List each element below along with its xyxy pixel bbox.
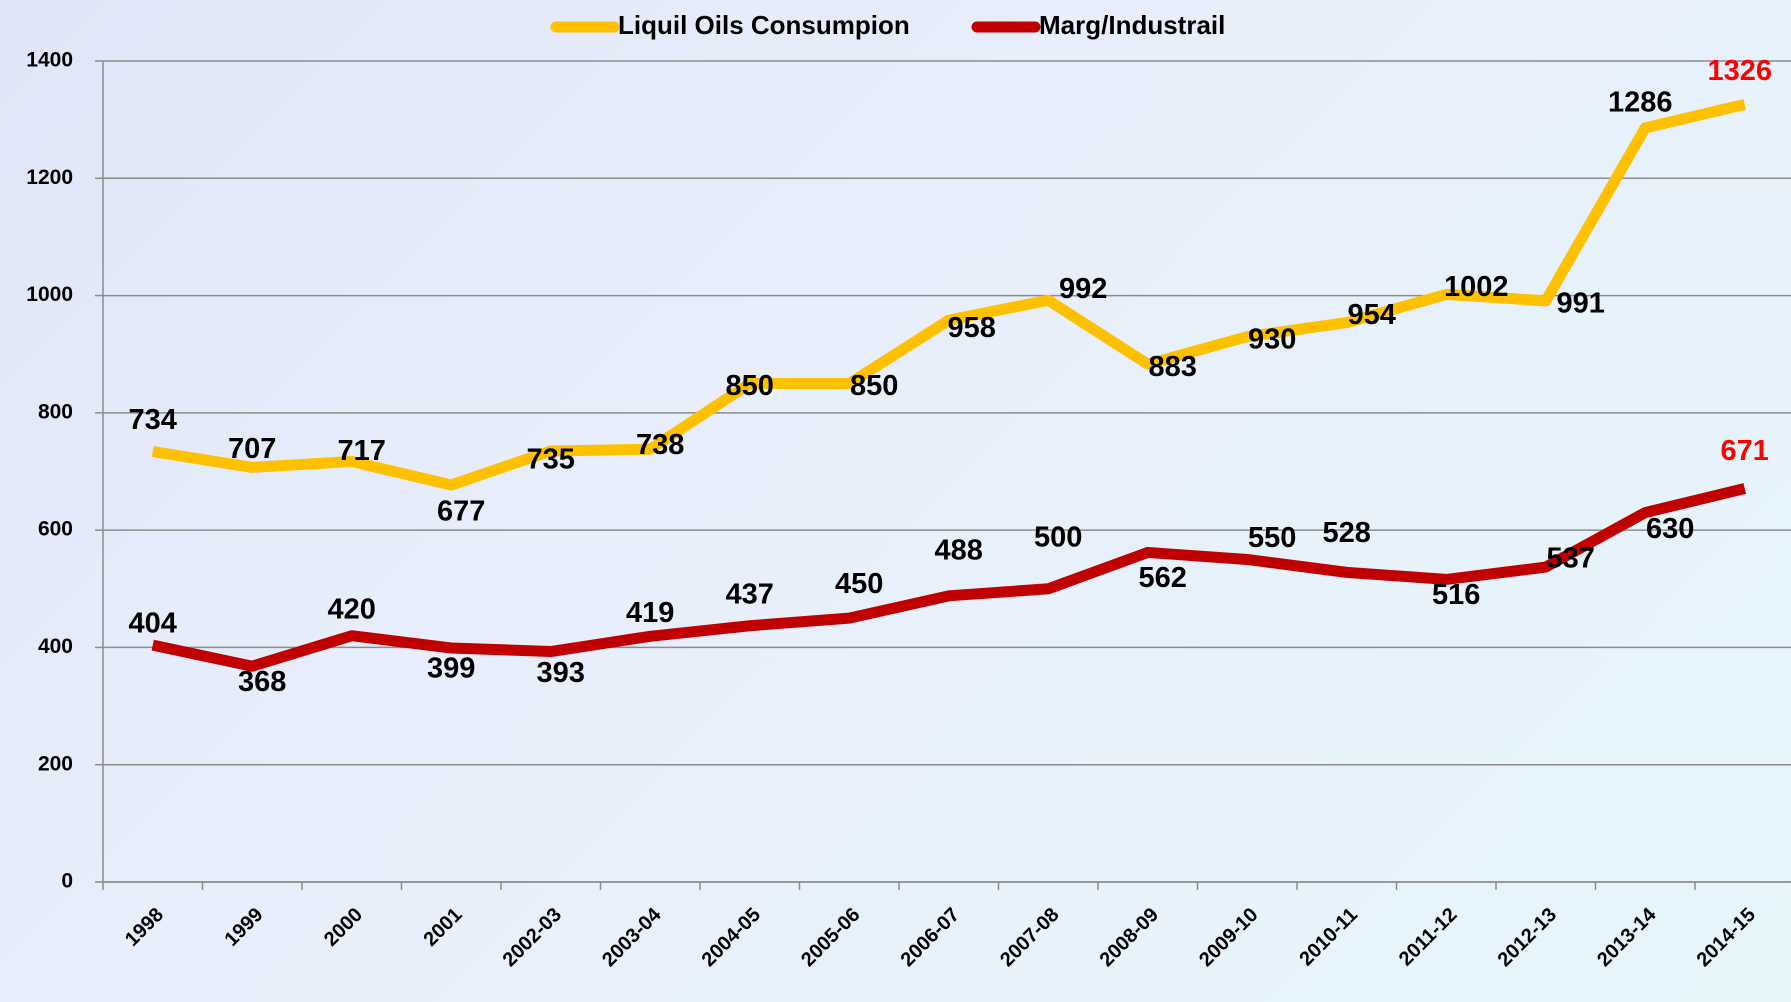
x-tick-label: 2006-07	[897, 904, 964, 971]
data-label: 671	[1721, 435, 1769, 467]
legend-label: Marg/Industrail	[1039, 10, 1225, 40]
x-tick-label: 2000	[320, 904, 367, 951]
data-label: 883	[1149, 351, 1197, 383]
data-label: 707	[228, 433, 276, 465]
x-tick-label: 2009-10	[1195, 904, 1262, 971]
x-tick-label: 2007-08	[996, 904, 1063, 971]
x-tick-label: 2014-15	[1693, 904, 1760, 971]
data-label: 677	[437, 496, 485, 528]
x-tick-label: 2012-13	[1494, 904, 1561, 971]
y-tick-label: 200	[38, 752, 73, 775]
data-label: 562	[1139, 562, 1187, 594]
x-tick-label: 2011-12	[1395, 904, 1462, 971]
data-label: 1286	[1608, 87, 1673, 119]
y-tick-label: 1200	[26, 166, 73, 189]
data-label: 958	[948, 312, 996, 344]
y-tick-label: 0	[61, 870, 73, 893]
x-tick-label: 2001	[419, 904, 466, 951]
data-label: 404	[129, 608, 177, 640]
x-tick-label: 2002-03	[499, 904, 566, 971]
x-tick-label: 2013-14	[1593, 903, 1661, 971]
data-label: 488	[935, 534, 983, 566]
y-tick-label: 400	[38, 635, 73, 658]
data-label: 717	[338, 435, 386, 467]
y-tick-label: 600	[38, 518, 73, 541]
x-tick-label: 2010-11	[1295, 904, 1362, 971]
line-series	[151, 483, 1747, 672]
data-label: 630	[1646, 513, 1694, 545]
data-label: 500	[1034, 521, 1082, 553]
y-tick-label: 800	[38, 400, 73, 423]
y-tick-label: 1000	[26, 283, 73, 306]
data-label: 734	[129, 404, 177, 436]
data-label: 399	[427, 653, 475, 685]
data-label: 419	[626, 597, 674, 629]
data-label: 537	[1547, 543, 1595, 575]
data-label: 992	[1059, 273, 1107, 305]
x-tick-label: 2004-05	[698, 904, 765, 971]
data-label: 437	[726, 578, 774, 610]
data-label: 393	[537, 657, 585, 689]
x-tick-label: 1999	[220, 904, 267, 951]
data-label: 550	[1248, 522, 1296, 554]
data-label: 450	[835, 568, 883, 600]
data-label: 516	[1432, 579, 1480, 611]
data-label: 930	[1248, 323, 1296, 355]
data-label: 991	[1557, 288, 1605, 320]
data-label: 1002	[1444, 271, 1509, 303]
data-label: 850	[850, 370, 898, 402]
legend-label: Liquil Oils Consumpion	[618, 10, 910, 40]
data-label: 368	[238, 666, 286, 698]
x-tick-label: 1998	[121, 904, 168, 951]
data-label: 420	[328, 593, 376, 625]
data-label: 850	[726, 370, 774, 402]
data-label: 1326	[1707, 55, 1772, 87]
x-tick-label: 2008-09	[1096, 904, 1163, 971]
x-tick-label: 2003-04	[598, 903, 666, 971]
x-tick-label: 2005-06	[797, 904, 864, 971]
data-label: 528	[1323, 517, 1371, 549]
line-series	[151, 99, 1747, 491]
data-label: 735	[527, 444, 575, 476]
data-label: 954	[1348, 299, 1396, 331]
data-label: 738	[636, 429, 684, 461]
y-tick-label: 1400	[26, 49, 73, 72]
